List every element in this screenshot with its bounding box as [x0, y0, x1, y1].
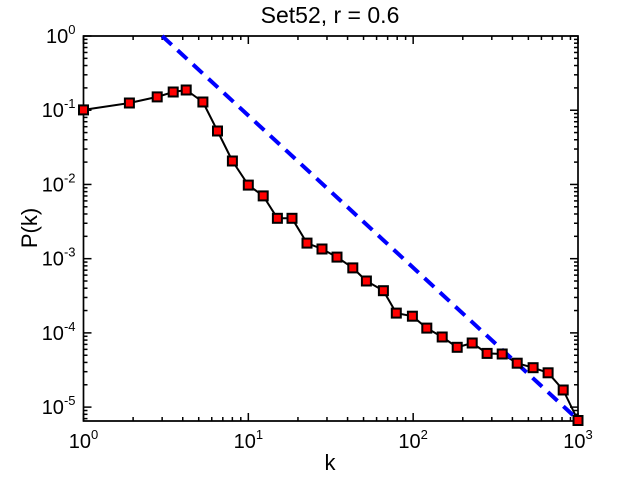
data-point-marker	[242, 179, 254, 191]
x-tick-label: 102	[398, 427, 427, 453]
data-point-marker	[78, 104, 89, 116]
axes-box-and-ticks: 100 101 102 103 100 10-1 10-2 10-3 10-4 10-5	[42, 22, 593, 453]
y-tick-label: 10-1	[42, 96, 76, 122]
data-point-marker	[360, 275, 372, 287]
data-line	[83, 89, 579, 421]
data-point-marker	[527, 362, 539, 374]
x-tick-label: 100	[69, 427, 98, 453]
data-point-marker	[572, 415, 584, 426]
data-point-marker	[212, 125, 223, 137]
data-point-marker	[436, 331, 448, 343]
data-point-marker	[331, 251, 343, 263]
data-point-marker	[167, 86, 179, 98]
x-tick-label: 103	[563, 427, 592, 453]
y-tick-label: 10-2	[42, 170, 76, 196]
plot-title: Set52, r = 0.6	[261, 2, 400, 28]
data-point-marker	[286, 212, 298, 224]
y-tick-label: 10-5	[42, 393, 76, 419]
data-point-marker	[511, 357, 523, 369]
y-tick-label: 10-3	[42, 245, 76, 271]
data-point-marker	[316, 243, 328, 255]
data-point-marker	[271, 212, 283, 224]
data-point-marker	[481, 347, 493, 359]
data-point-marker	[301, 237, 313, 249]
data-point-marker	[257, 190, 269, 202]
data-point-marker	[151, 91, 163, 103]
data-point-marker	[466, 337, 478, 349]
data-point-marker	[180, 84, 192, 96]
data-point-marker	[197, 96, 209, 108]
data-point-marker	[406, 310, 418, 322]
data-point-marker	[451, 341, 463, 353]
data-point-marker	[123, 97, 135, 109]
plot-data	[78, 34, 584, 426]
data-point-marker	[421, 322, 433, 334]
data-point-marker	[347, 262, 359, 274]
data-point-marker	[542, 367, 554, 379]
data-point-marker	[496, 348, 508, 360]
y-axis-label: P(k)	[17, 208, 42, 248]
data-point-marker	[557, 384, 569, 396]
data-markers	[78, 84, 584, 426]
y-tick-label: 10-4	[42, 319, 76, 345]
data-point-marker	[377, 285, 389, 297]
data-point-marker	[226, 155, 238, 167]
x-axis-label: k	[325, 450, 337, 475]
data-point-marker	[390, 307, 402, 319]
y-tick-label: 100	[46, 22, 75, 48]
x-tick-label: 101	[234, 427, 263, 453]
